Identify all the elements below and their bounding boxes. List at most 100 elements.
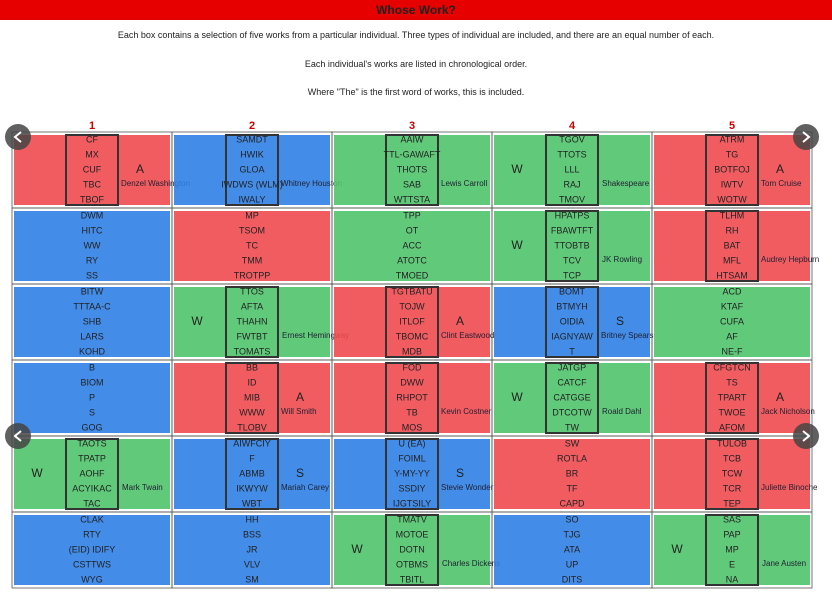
nav-arrow[interactable] bbox=[793, 124, 819, 150]
answer-box bbox=[705, 514, 759, 586]
work-code: TBC bbox=[83, 179, 102, 189]
guess-name: Tom Cruise bbox=[761, 179, 802, 188]
work-code: HITC bbox=[82, 225, 103, 235]
nav-arrow[interactable] bbox=[793, 423, 819, 449]
work-code: TAC bbox=[83, 498, 101, 508]
work-code: TCR bbox=[723, 483, 742, 493]
work-code: THOTS bbox=[397, 164, 428, 174]
intro-line: Each box contains a selection of five wo… bbox=[117, 30, 715, 40]
answer-box bbox=[545, 286, 599, 358]
work-code: JATGP bbox=[558, 362, 586, 372]
work-code: UP bbox=[566, 559, 579, 569]
guess-name: Roald Dahl bbox=[602, 407, 642, 416]
guess-name: Jane Austen bbox=[762, 559, 806, 568]
work-code: TPP bbox=[403, 210, 421, 220]
nav-chevron bbox=[13, 430, 22, 442]
work-code: SW bbox=[565, 438, 580, 448]
answer-box bbox=[385, 362, 439, 434]
work-code: RTY bbox=[83, 529, 101, 539]
work-code: CF bbox=[86, 134, 98, 144]
cell bbox=[14, 211, 170, 281]
cell bbox=[494, 211, 650, 281]
nav-arrow[interactable] bbox=[5, 124, 31, 150]
cell bbox=[334, 287, 490, 357]
type-letter: W bbox=[191, 314, 203, 328]
work-code: KTAF bbox=[721, 301, 744, 311]
cell bbox=[654, 363, 810, 433]
work-code: BITW bbox=[81, 286, 104, 296]
work-code: BIOM bbox=[80, 377, 103, 387]
answer-box bbox=[385, 286, 439, 358]
work-code: HH bbox=[246, 514, 259, 524]
work-code: CLAK bbox=[80, 514, 104, 524]
work-code: PAP bbox=[723, 529, 740, 539]
cell bbox=[14, 287, 170, 357]
answer-box bbox=[545, 362, 599, 434]
work-code: BOTFOJ bbox=[714, 164, 750, 174]
work-code: DOTN bbox=[399, 544, 425, 554]
guess-name: Stevie Wonder bbox=[441, 483, 494, 492]
work-code: ITLOF bbox=[399, 316, 425, 326]
answer-box bbox=[65, 134, 119, 206]
answer-box bbox=[385, 134, 439, 206]
answer-box bbox=[705, 438, 759, 510]
work-code: FOIML bbox=[398, 453, 426, 463]
type-letter: W bbox=[671, 542, 683, 556]
answer-box bbox=[545, 210, 599, 282]
work-code: TPART bbox=[718, 392, 747, 402]
work-code: SAS bbox=[723, 514, 741, 524]
work-code: AFOM bbox=[719, 422, 745, 432]
cell bbox=[494, 135, 650, 205]
work-code: SAB bbox=[403, 179, 421, 189]
type-letter: A bbox=[296, 390, 304, 404]
column-number: 1 bbox=[89, 120, 95, 132]
work-code: TCP bbox=[563, 270, 581, 280]
work-code: FOD bbox=[403, 362, 422, 372]
work-code: TMATV bbox=[397, 514, 427, 524]
work-code: SM bbox=[245, 574, 259, 584]
work-code: TGOV bbox=[559, 134, 585, 144]
guess-name: Charles Dickens bbox=[442, 559, 500, 568]
nav-arrow[interactable] bbox=[5, 423, 31, 449]
work-code: AIWFCIY bbox=[233, 438, 271, 448]
work-code: T bbox=[569, 346, 575, 356]
work-code: TG bbox=[726, 149, 739, 159]
work-code: TMOED bbox=[396, 270, 429, 280]
work-code: NE-F bbox=[722, 346, 743, 356]
work-code: WTTSTA bbox=[394, 194, 430, 204]
work-code: F bbox=[249, 453, 255, 463]
cell bbox=[654, 211, 810, 281]
work-code: TTOBTB bbox=[554, 240, 589, 250]
work-code: ATRM bbox=[720, 134, 745, 144]
type-letter: W bbox=[31, 466, 43, 480]
work-code: BR bbox=[566, 468, 579, 478]
intro-line: Each individual's works are listed in ch… bbox=[304, 59, 528, 69]
cell bbox=[654, 135, 810, 205]
work-code: CUFA bbox=[720, 316, 744, 326]
work-code: TMM bbox=[242, 255, 263, 265]
work-code: TCB bbox=[723, 453, 741, 463]
work-code: B bbox=[89, 362, 95, 372]
work-code: U (EA) bbox=[399, 438, 426, 448]
type-letter: S bbox=[616, 314, 624, 328]
answer-box bbox=[385, 438, 439, 510]
work-code: TB bbox=[406, 407, 418, 417]
answer-box bbox=[705, 362, 759, 434]
cell bbox=[334, 515, 490, 585]
type-letter: W bbox=[511, 162, 523, 176]
cell bbox=[14, 363, 170, 433]
work-code: ABMB bbox=[239, 468, 265, 478]
work-code: CATCF bbox=[557, 377, 587, 387]
work-code: CATGGE bbox=[553, 392, 590, 402]
work-code: TTL-GAWAFT bbox=[384, 149, 441, 159]
cell bbox=[654, 515, 810, 585]
work-code: Y-MY-YY bbox=[394, 468, 430, 478]
work-code: ACC bbox=[402, 240, 422, 250]
work-code: TCV bbox=[563, 255, 581, 265]
work-code: SS bbox=[86, 270, 98, 280]
work-code: TULOB bbox=[717, 438, 747, 448]
work-code: OT bbox=[406, 225, 419, 235]
work-code: OTBMS bbox=[396, 559, 428, 569]
work-code: P bbox=[89, 392, 95, 402]
cell bbox=[494, 363, 650, 433]
